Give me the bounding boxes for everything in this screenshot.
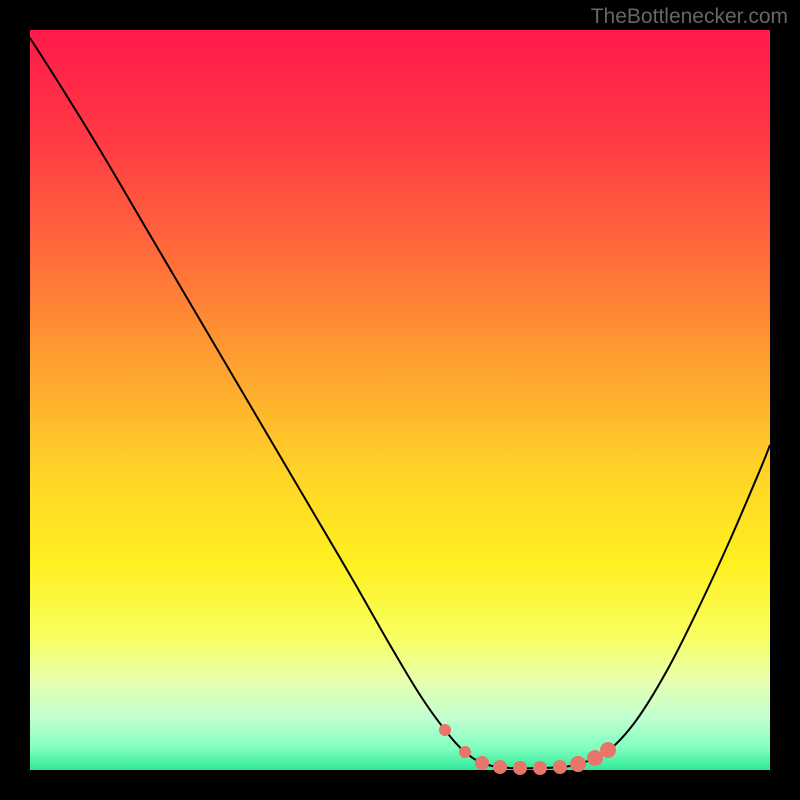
chart-svg <box>0 0 800 800</box>
curve-marker <box>600 742 616 758</box>
curve-marker <box>475 756 489 770</box>
curve-marker <box>513 761 527 775</box>
curve-marker <box>533 761 547 775</box>
curve-marker <box>459 746 471 758</box>
curve-marker <box>553 760 567 774</box>
curve-marker <box>493 760 507 774</box>
watermark-text: TheBottlenecker.com <box>591 5 788 29</box>
bottleneck-chart <box>0 0 800 800</box>
curve-marker <box>439 724 451 736</box>
curve-marker <box>570 756 586 772</box>
